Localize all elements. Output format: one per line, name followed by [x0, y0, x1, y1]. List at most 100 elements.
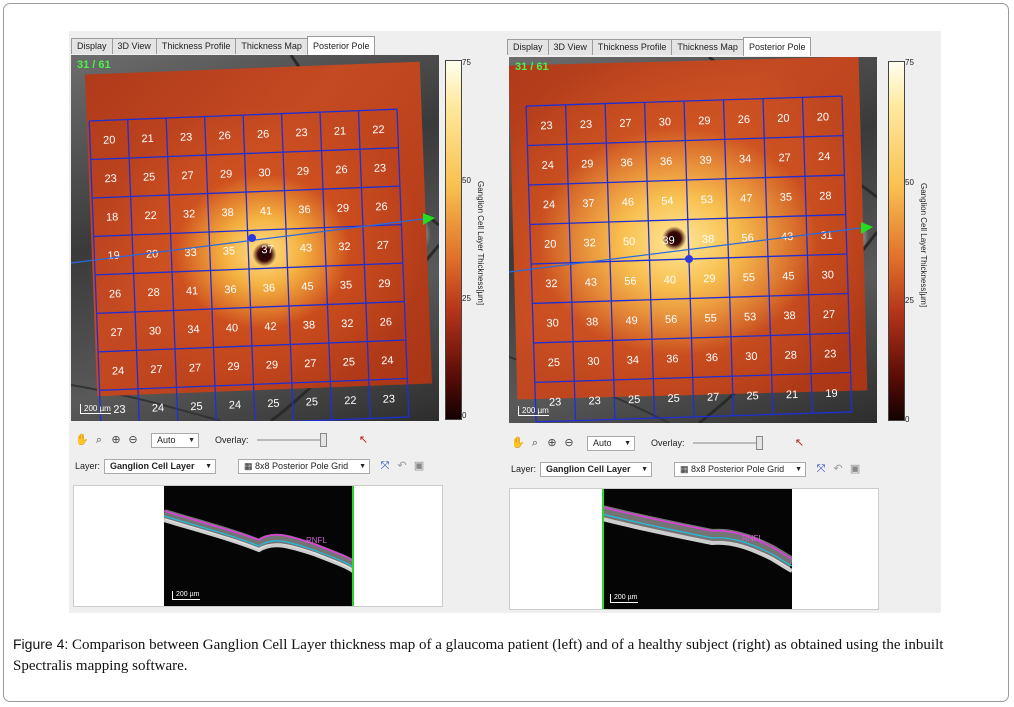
rnfl-label: RNFL	[306, 536, 327, 545]
overlay-label: Overlay:	[215, 435, 249, 445]
grid-cell-value: 56	[665, 314, 678, 326]
colorbar-label: Ganglion Cell Layer Thickness[µm]	[476, 181, 485, 306]
grid-cell-value: 45	[301, 281, 314, 293]
grid-cell-value: 32	[545, 278, 558, 290]
layer-select[interactable]: Ganglion Cell Layer ▼	[540, 461, 653, 477]
grid-line	[357, 110, 371, 419]
thickness-map-view[interactable]: 23 23 27 30 29 26 20 20 24 29 36 36 39 34 27 24 24 37 46 54…	[509, 57, 877, 423]
tab-thickness-map[interactable]: Thickness Map	[235, 38, 308, 54]
grid-cell-value: 32	[583, 237, 596, 249]
grid-cell-value: 35	[780, 191, 793, 203]
tab-3d-view[interactable]: 3D View	[111, 38, 157, 54]
grid-cell-value: 34	[187, 324, 200, 336]
grid-cell-value: 36	[620, 157, 633, 169]
grid-cell-value: 40	[664, 274, 677, 286]
grid-cell-value: 26	[375, 201, 388, 213]
undo-icon[interactable]: ↶	[397, 460, 407, 472]
grid-cell-value: 34	[739, 153, 752, 165]
grid-cell-value: 29	[378, 278, 391, 290]
scale-bar: 200 µm	[518, 406, 549, 416]
tab-thickness-profile[interactable]: Thickness Profile	[591, 39, 673, 55]
grid-line	[203, 116, 218, 421]
overlay-slider[interactable]	[256, 433, 327, 447]
grid-cell-value: 28	[819, 190, 832, 202]
grid-cell-value: 30	[587, 356, 600, 368]
zoom-out-icon[interactable]: ⊖	[564, 437, 574, 449]
layer-select[interactable]: Ganglion Cell Layer ▼	[104, 458, 217, 474]
grid-cell-value: 20	[817, 111, 830, 123]
grid-cell-value: 43	[585, 277, 598, 289]
grid-cell-value: 30	[745, 351, 758, 363]
grid-cell-value: 38	[702, 233, 715, 245]
grid-cell-value: 29	[703, 273, 716, 285]
grid-line	[532, 292, 849, 305]
grid-line	[722, 99, 735, 416]
grid-cell-value: 50	[623, 236, 636, 248]
tab-display[interactable]: Display	[507, 39, 549, 55]
grid-cell-value: 25	[267, 398, 280, 410]
grid-cell-value: 47	[740, 193, 753, 205]
grid-select[interactable]: ▦ 8x8 Posterior Pole Grid ▼	[238, 458, 371, 474]
pointer-icon[interactable]: ↖	[358, 434, 369, 446]
grid-cell-value: 37	[261, 244, 274, 256]
undo-icon[interactable]: ↶	[833, 463, 843, 475]
save-icon[interactable]: ▣	[413, 460, 425, 472]
grid-cell-value: 29	[220, 168, 233, 180]
overlay-slider[interactable]	[692, 436, 763, 450]
tab-display[interactable]: Display	[71, 38, 113, 54]
hand-icon[interactable]: ✋	[511, 437, 525, 449]
zoom-in-icon[interactable]: ⊕	[111, 434, 121, 446]
zoom-in-icon[interactable]: ⊕	[547, 437, 557, 449]
grid-cell-value: 28	[147, 287, 160, 299]
pointer-icon[interactable]: ↖	[794, 437, 805, 449]
grid-cell-value: 23	[104, 173, 117, 185]
tab-posterior-pole[interactable]: Posterior Pole	[306, 36, 376, 55]
layer-toolbar: Layer: Ganglion Cell Layer ▼ ▦ 8x8 Poster…	[511, 460, 865, 478]
grid-cell-value: 55	[704, 312, 717, 324]
grid-cell-value: 41	[186, 285, 199, 297]
magnify-icon[interactable]: ⌕	[531, 437, 539, 449]
grid-cell-value: 26	[335, 164, 348, 176]
thickness-map-view[interactable]: 20 21 23 26 26 23 21 22 23 25 27 29 30 29 26 23 18 22 32 38…	[71, 55, 439, 421]
save-icon[interactable]: ▣	[849, 463, 861, 475]
caption-label: Figure 4:	[13, 636, 69, 652]
zoom-out-icon[interactable]: ⊖	[128, 434, 138, 446]
colorbar-tick-0: 0	[462, 411, 467, 420]
overlay-label: Overlay:	[651, 438, 685, 448]
bscan-view[interactable]: RNFL 200 µm	[509, 488, 879, 610]
layer-label: Layer:	[511, 464, 537, 474]
grid-cell-value: 33	[184, 247, 197, 259]
bscan-scale-bar: 200 µm	[610, 594, 638, 603]
tab-3d-view[interactable]: 3D View	[547, 39, 593, 55]
grid-line	[127, 119, 141, 421]
scan-position-line	[352, 486, 354, 606]
tab-thickness-profile[interactable]: Thickness Profile	[155, 38, 237, 54]
colorbar-tick-0: 0	[905, 415, 910, 424]
colorbar	[888, 61, 905, 421]
posterior-pole-grid: 23 23 27 30 29 26 20 20 24 29 36 36 39 34 27 24 24 37 46 54…	[509, 95, 873, 423]
tab-bar: Display 3D View Thickness Profile Thickn…	[71, 36, 376, 55]
zoom-select[interactable]: Auto ▼	[587, 435, 635, 451]
grid-cell-value: 41	[260, 205, 273, 217]
grid-cell-value: 25	[667, 393, 680, 405]
tab-posterior-pole[interactable]: Posterior Pole	[742, 37, 812, 56]
hand-icon[interactable]: ✋	[75, 434, 89, 446]
grid-cell-value: 22	[372, 124, 385, 136]
fit-icon[interactable]: ⤧	[380, 460, 390, 472]
grid-select[interactable]: ▦ 8x8 Posterior Pole Grid ▼	[674, 461, 807, 477]
grid-cell-value: 23	[383, 393, 396, 405]
grid-cell-value: 32	[341, 318, 354, 330]
grid-cell-value: 25	[306, 396, 319, 408]
tab-thickness-map[interactable]: Thickness Map	[671, 39, 744, 55]
bscan-view[interactable]: RNFL 200 µm	[73, 485, 443, 607]
grid-cell-value: 27	[377, 239, 390, 251]
grid-cell-value: 22	[144, 210, 157, 222]
grid-cell-value: 30	[258, 167, 271, 179]
grid-cell-value: 21	[786, 389, 799, 401]
fit-icon[interactable]: ⤧	[816, 463, 826, 475]
magnify-icon[interactable]: ⌕	[95, 434, 103, 446]
grid-cell-value: 26	[109, 288, 122, 300]
grid-cell-value: 23	[295, 127, 308, 139]
zoom-select[interactable]: Auto ▼	[151, 432, 199, 448]
grid-cell-value: 26	[218, 130, 231, 142]
